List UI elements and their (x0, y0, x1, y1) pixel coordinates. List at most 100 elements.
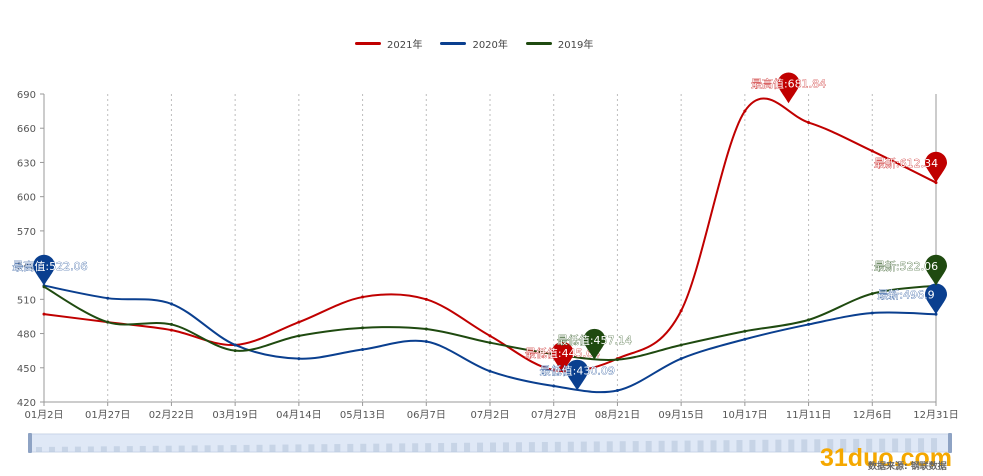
zoom-slider-bar (541, 441, 548, 452)
zoom-slider-bar (619, 441, 626, 452)
x-tick-label: 06月7日 (407, 409, 446, 421)
series-point-0 (297, 320, 301, 324)
series-point-1 (424, 340, 428, 344)
data-source-label: 数据来源: 钢联数据 (868, 462, 947, 472)
brand-watermark: 31duo.com (820, 444, 952, 472)
zoom-slider-bar (658, 440, 665, 452)
series-point-1 (361, 348, 365, 352)
zoom-slider-bar (866, 438, 873, 452)
zoom-slider-bar (490, 442, 496, 452)
zoom-slider-bar (256, 444, 263, 452)
zoom-slider-bar (515, 442, 522, 452)
zoom-slider-bar (528, 442, 535, 452)
zoom-slider-bar (74, 446, 81, 452)
series-point-2 (361, 326, 365, 330)
x-tick-label: 08月21日 (595, 409, 640, 421)
series-point-0 (552, 368, 556, 372)
y-tick-label: 570 (17, 227, 36, 238)
zoom-slider-bar (710, 440, 717, 452)
series-point-2 (870, 292, 874, 296)
zoom-slider-bar (606, 441, 613, 452)
series-point-1 (679, 357, 683, 361)
series-point-0 (679, 309, 683, 313)
legend-item-2021[interactable]: 2021年 (355, 36, 422, 51)
legend-item-2020[interactable]: 2020年 (440, 36, 508, 51)
zoom-slider-bar (243, 444, 250, 452)
series-point-2 (743, 329, 747, 333)
x-tick-label: 01月2日 (24, 409, 63, 421)
series-point-2 (169, 322, 173, 326)
x-tick-label: 05月13日 (340, 409, 385, 421)
zoom-slider-bar (632, 441, 639, 452)
marker-pin (33, 254, 55, 286)
series-point-1 (743, 337, 747, 341)
series-point-0 (488, 334, 492, 338)
zoom-slider-bar (502, 442, 509, 452)
series-point-2 (424, 327, 428, 331)
zoom-slider-bar (230, 445, 237, 452)
zoom-slider-bar (126, 446, 133, 452)
legend-swatch-2020 (440, 42, 467, 45)
y-tick-label: 600 (17, 193, 36, 204)
y-tick-label: 480 (17, 330, 36, 341)
zoom-handle-left[interactable] (28, 433, 32, 453)
legend-item-2019[interactable]: 2019年 (525, 36, 593, 51)
zoom-slider-bar (879, 438, 886, 452)
zoom-slider-bar (204, 445, 211, 452)
zoom-slider-bar (412, 443, 419, 452)
marker-label: 最高值:681.84 (751, 77, 826, 91)
marker-label: 最新:522.06 (874, 259, 938, 273)
zoom-slider-bar (191, 445, 198, 452)
series-point-2 (42, 285, 46, 289)
zoom-slider-bar (580, 441, 587, 452)
series-point-0 (807, 121, 811, 125)
series-point-1 (169, 302, 173, 306)
series-point-2 (488, 341, 492, 345)
zoom-slider-bar (399, 443, 406, 452)
y-tick-label: 540 (17, 261, 36, 272)
zoom-slider-bar (48, 446, 55, 452)
x-tick-label: 09月15日 (658, 409, 703, 421)
chart-legend: 2021年 2020年 2019年 (355, 36, 593, 51)
zoom-slider-bar (373, 443, 380, 452)
y-tick-label: 510 (17, 295, 36, 306)
series-point-2 (807, 318, 811, 322)
zoom-slider-bar (61, 446, 68, 452)
series-point-0 (42, 312, 46, 316)
marker-label: 最高值:522.06 (12, 259, 87, 273)
series-line-0 (43, 97, 937, 373)
x-tick-label: 10月17日 (722, 409, 767, 421)
legend-swatch-2019 (525, 42, 552, 45)
zoom-handle-right[interactable] (948, 433, 952, 453)
x-tick-label: 04月14日 (276, 409, 321, 421)
marker-label: 最新:612.34 (874, 156, 938, 170)
series-point-0 (743, 109, 747, 113)
zoom-slider-bar (554, 441, 561, 452)
zoom-slider-bar (36, 447, 42, 452)
zoom-slider-bar (853, 438, 860, 452)
series-point-0 (361, 295, 365, 299)
y-tick-label: 660 (17, 124, 36, 135)
marker-pin (925, 151, 947, 183)
legend-swatch-2021 (355, 42, 381, 45)
x-tick-label: 07月27日 (531, 409, 576, 421)
series-point-1 (233, 343, 237, 347)
zoom-slider-bar (334, 444, 341, 452)
zoom-slider-bar (723, 440, 730, 452)
marker-pin (777, 72, 800, 104)
zoom-slider-bar (749, 439, 756, 452)
zoom-slider-bar (269, 444, 276, 452)
zoom-slider-bar (438, 443, 445, 452)
series-point-0 (870, 149, 874, 153)
zoom-slider-bar (165, 445, 172, 452)
zoom-slider-bar (477, 442, 484, 452)
zoom-slider-bar (567, 441, 574, 452)
marker-label: 最新:496.9 (877, 287, 934, 301)
series-point-2 (679, 343, 683, 347)
series-point-1 (870, 311, 874, 315)
zoom-slider-bar (87, 446, 94, 452)
x-tick-label: 01月27日 (85, 409, 130, 421)
zoom-slider-bar (827, 439, 834, 452)
